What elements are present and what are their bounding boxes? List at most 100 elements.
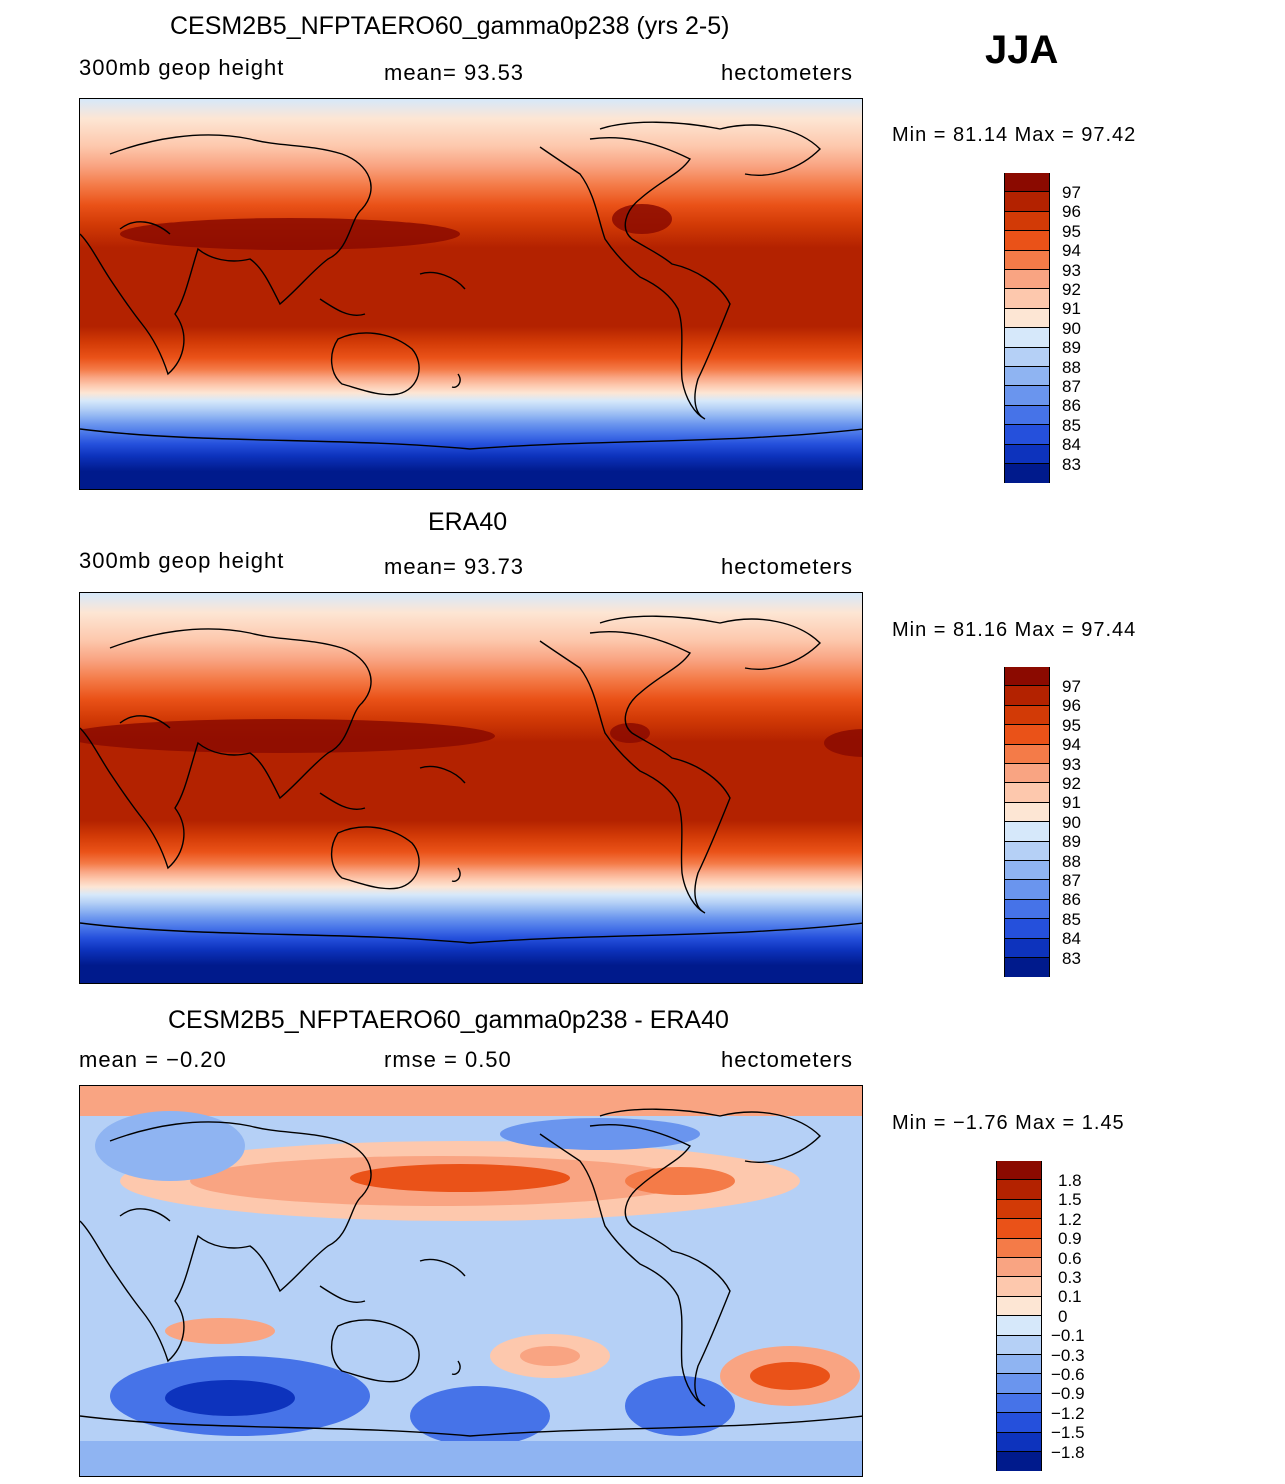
cb1-swatch-5 (1004, 270, 1050, 290)
cb2-swatch-6 (1004, 783, 1050, 803)
cb1-label: 86 (1062, 396, 1081, 416)
cb2-swatch-0 (1004, 667, 1050, 687)
panel-3-pos-east (625, 1167, 735, 1195)
cb2-swatch-7 (1004, 802, 1050, 823)
cb2-label: 90 (1062, 812, 1081, 832)
panel-2-minmax-label: Min = 81.16 Max = 97.44 (892, 619, 1137, 641)
cb2-label: 89 (1062, 832, 1081, 852)
cb3-swatch-10 (996, 1355, 1042, 1375)
cb2-label: 88 (1062, 851, 1081, 871)
cb1-label: 88 (1062, 357, 1081, 377)
panel-1-na-high (612, 204, 672, 234)
cb1-label: 94 (1062, 241, 1081, 261)
panel-3-neg-eurasia (95, 1111, 245, 1181)
cb2-swatch-15 (1004, 958, 1050, 977)
cb1-swatch-2 (1004, 211, 1050, 232)
panel-1-variable-label: 300mb geop height (79, 55, 285, 80)
panel-3-mean-label: mean = −0.20 (79, 1047, 227, 1072)
cb1-label: 97 (1062, 183, 1081, 202)
panel-3-pos-pacific-core (520, 1346, 580, 1366)
cb2-label: 84 (1062, 929, 1081, 949)
cb3-swatch-1 (996, 1180, 1042, 1200)
panel-3-south-band (80, 1441, 862, 1476)
panel-2-variable-label: 300mb geop height (79, 548, 285, 573)
cb3-swatch-13 (996, 1413, 1042, 1433)
panel-3-pos-atlantic-core (750, 1362, 830, 1390)
cb3-swatch-4 (996, 1238, 1042, 1258)
cb2-swatch-8 (1004, 822, 1050, 842)
cb2-label: 94 (1062, 735, 1081, 755)
cb2-swatch-10 (1004, 861, 1050, 881)
panel-3-neg-arctic (500, 1118, 700, 1150)
cb1-label: 91 (1062, 299, 1081, 319)
season-label: JJA (985, 28, 1059, 72)
panel-3-neg-indian-core (165, 1380, 295, 1416)
cb3-swatch-8 (996, 1316, 1042, 1336)
cb2-label: 95 (1062, 715, 1081, 735)
cb1-swatch-15 (1004, 464, 1050, 483)
panel-3-north-band (80, 1086, 862, 1116)
cb1-swatch-4 (1004, 250, 1050, 270)
cb2-swatch-3 (1004, 725, 1050, 745)
panel-1-units-label: hectometers (721, 60, 854, 85)
panel-2-units-label: hectometers (721, 554, 854, 579)
cb2-label: 86 (1062, 890, 1081, 910)
cb2-label: 97 (1062, 677, 1081, 696)
cb3-label: −1.5 (1051, 1423, 1085, 1443)
cb1-swatch-0 (1004, 173, 1050, 193)
panel-1-mean-label: mean= 93.53 (384, 60, 525, 85)
panel-2-title: ERA40 (428, 508, 508, 536)
cb2-label: 87 (1062, 871, 1081, 890)
panel-2-tibetan-high (80, 719, 495, 753)
panel-3-map (79, 1085, 863, 1477)
cb1-label: 95 (1062, 221, 1081, 241)
cb1-label: 89 (1062, 338, 1081, 358)
cb3-swatch-12 (996, 1393, 1042, 1414)
cb3-swatch-11 (996, 1374, 1042, 1394)
panel-1-minmax-label: Min = 81.14 Max = 97.42 (892, 124, 1137, 146)
panel-3-coastlines (80, 1108, 862, 1437)
cb3-label: 1.8 (1058, 1171, 1082, 1190)
cb1-swatch-6 (1004, 289, 1050, 309)
panel-3-neg-sa (625, 1376, 735, 1436)
panel-1-map (79, 98, 863, 490)
cb2-swatch-11 (1004, 880, 1050, 900)
cb1-swatch-1 (1004, 192, 1050, 212)
cb3-label: −0.9 (1051, 1384, 1085, 1404)
panel-3-minmax-label: Min = −1.76 Max = 1.45 (892, 1112, 1125, 1134)
cb1-label: 92 (1062, 280, 1081, 299)
cb2-swatch-13 (1004, 919, 1050, 939)
cb1-swatch-13 (1004, 425, 1050, 445)
cb2-swatch-4 (1004, 744, 1050, 764)
panel-3-pos-africa (165, 1318, 275, 1344)
cb2-swatch-12 (1004, 899, 1050, 920)
panel-2-mean-label: mean= 93.73 (384, 554, 525, 579)
cb1-label: 87 (1062, 377, 1081, 396)
panel-3-units-label: hectometers (721, 1047, 854, 1072)
cb3-label: 1.5 (1058, 1190, 1082, 1210)
cb2-label: 83 (1062, 948, 1081, 968)
panel-1-tibetan-high (120, 218, 460, 250)
cb3-label: −0.3 (1051, 1345, 1085, 1365)
cb1-swatch-7 (1004, 308, 1050, 329)
cb2-label: 93 (1062, 754, 1081, 774)
cb2-label: 92 (1062, 774, 1081, 793)
cb1-swatch-8 (1004, 328, 1050, 348)
panel-3-rmse-label: rmse = 0.50 (384, 1047, 512, 1072)
cb2-swatch-14 (1004, 938, 1050, 958)
cb3-swatch-15 (996, 1452, 1042, 1471)
cb1-swatch-12 (1004, 405, 1050, 426)
cb3-label: 1.2 (1058, 1209, 1082, 1229)
cb3-swatch-9 (996, 1335, 1042, 1355)
cb3-swatch-3 (996, 1219, 1042, 1239)
cb1-label: 90 (1062, 318, 1081, 338)
panel-2-field (80, 593, 862, 983)
cb3-swatch-6 (996, 1277, 1042, 1297)
cb3-swatch-0 (996, 1161, 1042, 1181)
cb3-label: −1.2 (1051, 1403, 1085, 1423)
cb2-swatch-1 (1004, 686, 1050, 706)
cb2-swatch-9 (1004, 841, 1050, 861)
cb3-label: 0.3 (1058, 1268, 1082, 1287)
cb1-swatch-10 (1004, 367, 1050, 387)
cb3-swatch-5 (996, 1258, 1042, 1278)
